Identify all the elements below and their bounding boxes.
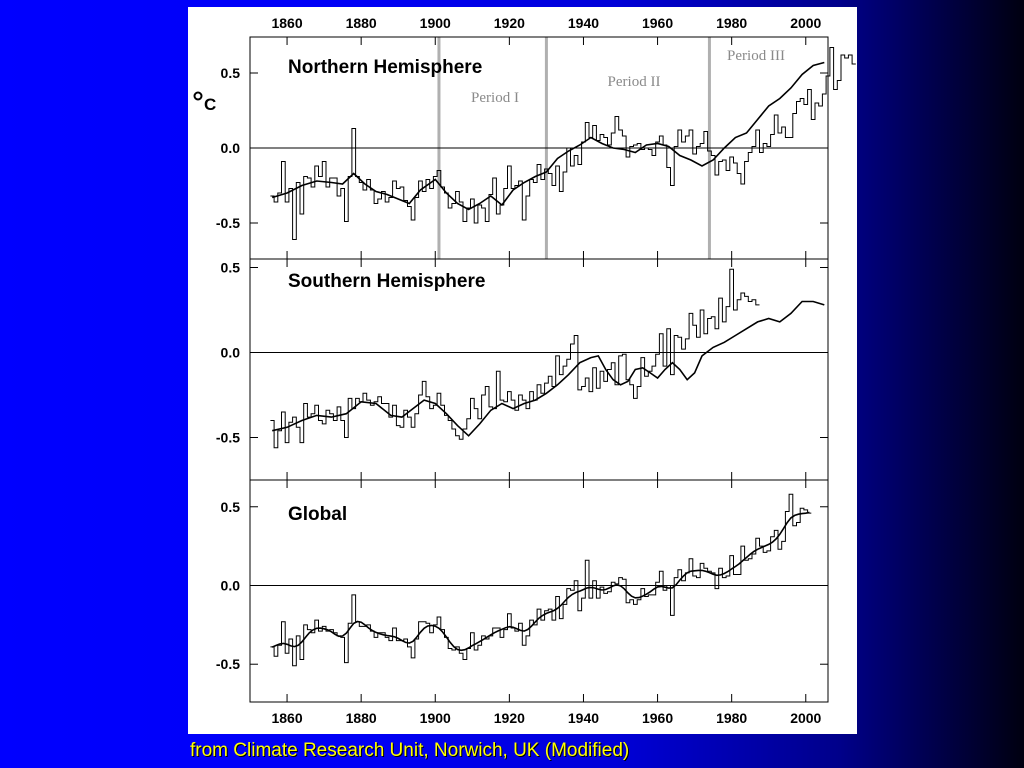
y-tick-label: 0.0 <box>221 140 241 156</box>
x-tick-label-top: 2000 <box>790 15 821 31</box>
x-tick-label-bottom: 1960 <box>642 710 673 726</box>
x-tick-label-top: 1880 <box>346 15 377 31</box>
x-tick-label-top: 1920 <box>494 15 525 31</box>
x-tick-label-bottom: 1920 <box>494 710 525 726</box>
x-tick-label-top: 1980 <box>716 15 747 31</box>
period-label: Period II <box>608 74 661 90</box>
x-tick-label-top: 1960 <box>642 15 673 31</box>
y-tick-label: 0.5 <box>221 65 241 81</box>
source-caption: from Climate Research Unit, Norwich, UK … <box>190 740 630 761</box>
x-tick-label-top: 1940 <box>568 15 599 31</box>
x-tick-label-bottom: 1880 <box>346 710 377 726</box>
panel-title: Global <box>288 504 347 525</box>
y-tick-label: -0.5 <box>216 215 240 231</box>
smoothed-series <box>271 511 810 652</box>
x-tick-label-top: 1860 <box>271 15 302 31</box>
chart-panel: -0.5 0.0 0.5 Northern Hemisphere 1860 1880 190… <box>188 7 857 734</box>
smoothed-series <box>272 300 825 437</box>
x-tick-label-top: 1900 <box>420 15 451 31</box>
temperature-chart: -0.5 0.0 0.5 Northern Hemisphere 1860 1880 190… <box>193 15 856 726</box>
x-tick-label-bottom: 2000 <box>790 710 821 726</box>
unit-label: C <box>204 95 216 114</box>
panel-title: Southern Hemisphere <box>288 271 485 292</box>
panel-global <box>249 479 829 703</box>
panel-northern-hemisphere <box>249 36 856 260</box>
x-tick-label-bottom: 1980 <box>716 710 747 726</box>
y-tick-label: 0.5 <box>221 260 241 276</box>
y-tick-label: -0.5 <box>216 656 240 672</box>
plot-frame <box>249 258 829 481</box>
y-tick-label: -0.5 <box>216 430 240 446</box>
period-label: Period III <box>727 48 785 64</box>
x-tick-label-bottom: 1900 <box>420 710 451 726</box>
annual-series <box>270 493 812 667</box>
plot-frame <box>249 479 829 703</box>
y-tick-label: 0.0 <box>221 345 241 361</box>
degree-symbol <box>193 91 203 101</box>
smoothed-series <box>271 61 825 211</box>
period-label: Period I <box>471 90 519 106</box>
y-tick-label: 0.0 <box>221 577 241 593</box>
panel-southern-hemisphere <box>249 258 829 481</box>
panel-title: Northern Hemisphere <box>288 57 482 78</box>
y-tick-label: 0.5 <box>221 499 241 515</box>
x-tick-label-bottom: 1940 <box>568 710 599 726</box>
x-tick-label-bottom: 1860 <box>271 710 302 726</box>
annual-series <box>270 268 760 449</box>
annual-series <box>270 47 856 240</box>
